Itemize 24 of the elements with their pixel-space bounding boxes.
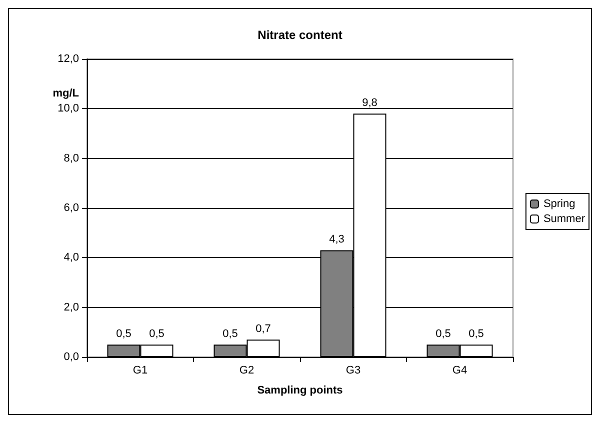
y-tick-label: 8,0 (64, 152, 79, 164)
data-label: 4,3 (329, 234, 344, 246)
x-tick-label: G3 (346, 364, 361, 376)
data-label: 0,5 (116, 328, 132, 340)
data-label: 0,5 (222, 328, 238, 340)
y-tick-label: 0,0 (64, 351, 79, 363)
legend-label: Summer (543, 213, 586, 225)
x-tick-label: G1 (132, 364, 148, 376)
data-label: 9,8 (362, 97, 378, 110)
chart-title: Nitrate content (258, 28, 342, 42)
legend-label: Spring (543, 198, 576, 210)
y-tick-label: 6,0 (64, 202, 79, 214)
x-tick-label: G2 (239, 364, 254, 376)
x-tick-label: G4 (452, 364, 468, 376)
y-tick-label: 10,0 (58, 102, 79, 115)
x-axis-title: Sampling points (257, 384, 343, 396)
data-label: 0,5 (436, 328, 451, 340)
y-tick-label: 2,0 (64, 301, 79, 314)
data-label: 0,5 (149, 328, 164, 340)
y-axis-title: mg/L (52, 88, 80, 100)
y-tick-label: 12,0 (58, 53, 79, 65)
data-label: 0,7 (256, 323, 271, 336)
y-tick-label: 4,0 (64, 252, 79, 264)
data-label: 0,5 (468, 328, 484, 340)
